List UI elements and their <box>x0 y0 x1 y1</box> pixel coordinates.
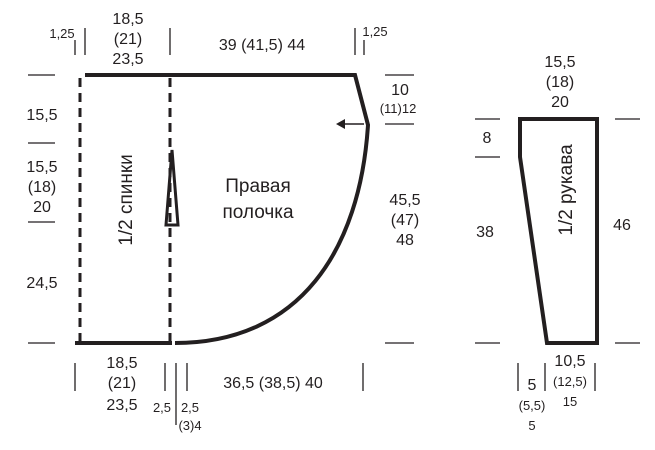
dimension-label: 5 <box>528 418 535 433</box>
dimension-label: 46 <box>613 217 631 234</box>
dimension-label: (18) <box>546 74 574 91</box>
dimension-label: 15 <box>563 394 577 409</box>
sleeve-label: 1/2 рукава <box>556 144 577 236</box>
dimension-label: (12,5) <box>553 374 587 389</box>
dimension-label: (11)12 <box>380 101 417 116</box>
top-dimensions: 1,25 18,5 (21) 23,5 39 (41,5) 44 1,25 <box>49 11 387 68</box>
dimension-label: (21) <box>108 375 136 392</box>
sleeve-outline <box>518 117 599 345</box>
front-label-2: полочка <box>222 202 294 223</box>
dimension-label: 20 <box>551 94 569 111</box>
arrow-icon <box>336 119 364 129</box>
dimension-label: 18,5 <box>106 355 137 372</box>
dimension-label: 10,5 <box>554 353 585 370</box>
dimension-label: 48 <box>396 232 414 249</box>
dimension-label: (5,5) <box>519 398 546 413</box>
dart <box>164 149 180 227</box>
dimension-label: 15,5 <box>26 107 57 124</box>
dim-back-top-3: 23,5 <box>112 51 143 68</box>
left-dimensions: 15,5 15,5 (18) 20 24,5 <box>26 74 58 344</box>
back-label: 1/2 спинки <box>116 154 137 246</box>
dimension-label: 15,5 <box>26 159 57 176</box>
dimension-label: 15,5 <box>544 54 575 71</box>
dim-edge-left: 1,25 <box>49 26 74 41</box>
back-front-piece: 1/2 спинки Правая полочка <box>75 73 371 345</box>
dimension-label: 23,5 <box>106 397 137 414</box>
dim-edge-right: 1,25 <box>362 24 387 39</box>
front-label-1: Правая <box>225 176 291 197</box>
dim-back-top-1: 18,5 <box>112 11 143 28</box>
dimension-label: 5 <box>528 377 537 394</box>
front-outline <box>85 73 371 345</box>
dim-back-top-2: (21) <box>114 31 142 48</box>
dimension-label: 45,5 <box>389 192 420 209</box>
right-dimensions: 10 (11)12 45,5 (47) 48 <box>380 74 421 344</box>
dimension-label: (47) <box>391 212 419 229</box>
dim-front-top: 39 (41,5) 44 <box>219 37 305 54</box>
dimension-label: 20 <box>33 199 51 216</box>
sleeve-piece: 1/2 рукава 15,5 (18) 20 8 38 46 5 (5,5) … <box>475 54 640 433</box>
dimension-label: 2,5 <box>153 400 171 415</box>
dimension-label: 2,5 <box>181 400 199 415</box>
dimension-label: (3)4 <box>178 418 201 433</box>
dimension-label: 10 <box>391 82 409 99</box>
dimension-label: (18) <box>28 179 56 196</box>
bottom-dimensions: 18,5 (21) 23,5 2,5 2,5 (3)4 36,5 (38,5) … <box>74 355 364 433</box>
dimension-label: 8 <box>483 130 492 147</box>
dimension-label: 24,5 <box>26 275 57 292</box>
dimension-label: 36,5 (38,5) 40 <box>223 375 323 392</box>
dimension-label: 38 <box>476 224 494 241</box>
